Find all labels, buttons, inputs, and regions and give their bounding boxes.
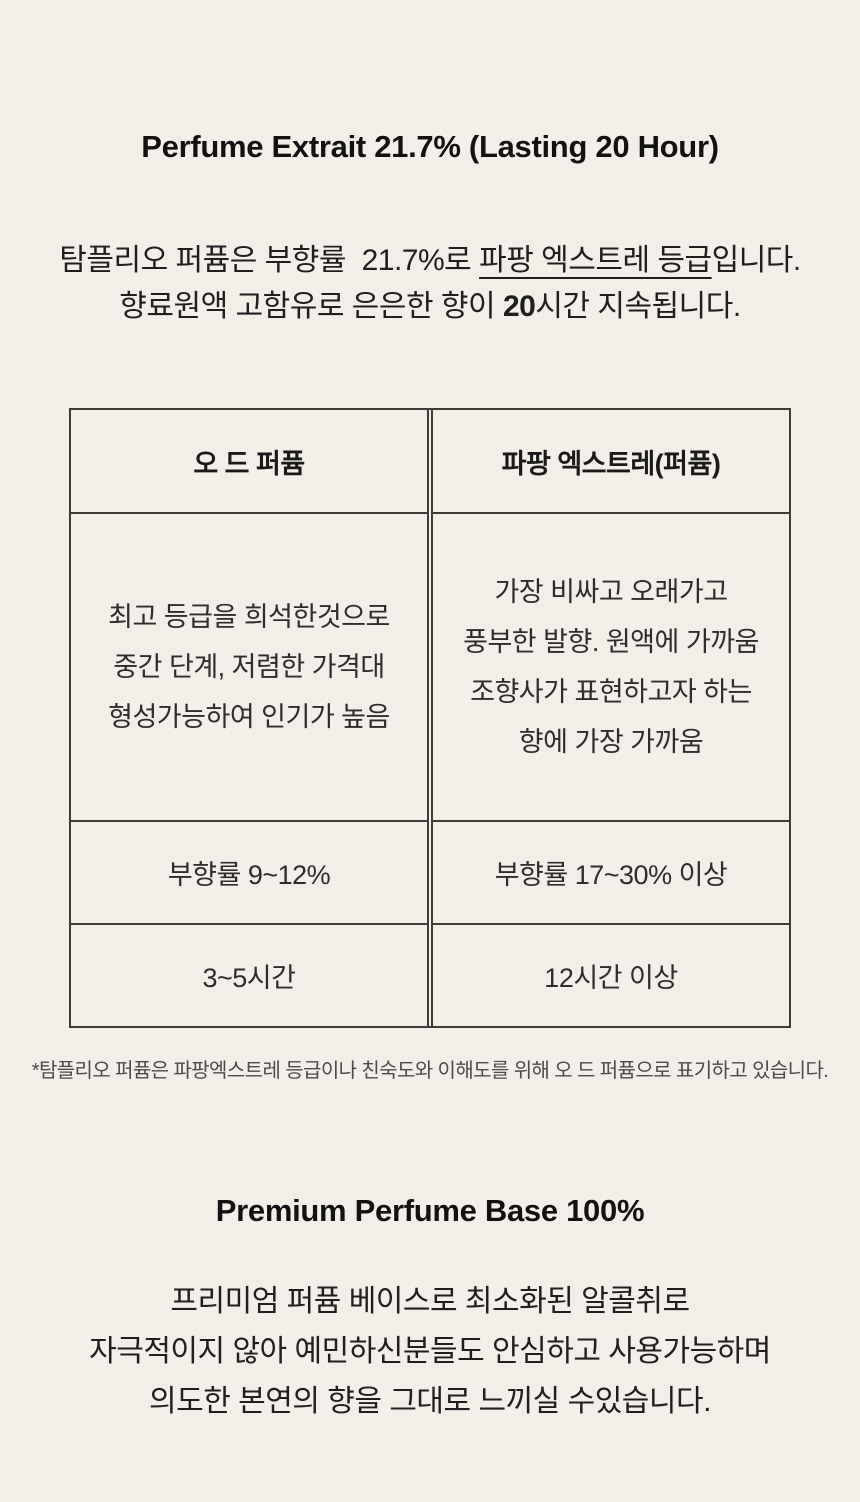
intro-line2-post: 시간 지속됩니다.	[535, 290, 741, 323]
description-line: 최고 등급을 희석한것으로	[108, 602, 390, 632]
perfume-grade-comparison-table: 오 드 퍼퓸 최고 등급을 희석한것으로 중간 단계, 저렴한 가격대 형성가능…	[69, 408, 791, 1028]
parfum-extrait-concentration: 부향률 17~30% 이상	[433, 820, 789, 923]
description-line: 향에 가장 가까움	[518, 727, 704, 757]
base-body-line: 프리미엄 퍼퓸 베이스로 최소화된 알콜취로	[170, 1285, 690, 1318]
eau-de-parfum-duration: 3~5시간	[71, 923, 427, 1026]
intro-line1-underlined: 파팡 엑스트레 등급	[479, 244, 712, 277]
table-column-parfum-extrait: 파팡 엑스트레(퍼퓸) 가장 비싸고 오래가고 풍부한 발향. 원액에 가까움 …	[431, 410, 789, 1026]
parfum-extrait-description: 가장 비싸고 오래가고 풍부한 발향. 원액에 가까움 조향사가 표현하고자 하…	[433, 512, 789, 820]
description-line: 가장 비싸고 오래가고	[494, 577, 728, 607]
intro-line2-pre: 향료원액 고함유로 은은한 향이	[119, 290, 503, 323]
base-body-line: 의도한 본연의 향을 그대로 느끼실 수있습니다.	[149, 1385, 711, 1418]
extrait-intro-paragraph: 탐플리오 퍼퓸은 부향률 21.7%로 파팡 엑스트레 등급입니다. 향료원액 고…	[0, 238, 860, 330]
eau-de-parfum-header: 오 드 퍼퓸	[193, 448, 305, 479]
base-section-title: Premium Perfume Base 100%	[215, 1193, 645, 1228]
eau-de-parfum-description: 최고 등급을 희석한것으로 중간 단계, 저렴한 가격대 형성가능하여 인기가 …	[71, 512, 427, 820]
description-line: 형성가능하여 인기가 높음	[108, 702, 390, 732]
parfum-extrait-header: 파팡 엑스트레(퍼퓸)	[501, 448, 721, 479]
intro-line1-pre: 탐플리오 퍼퓸은 부향률 21.7%로	[59, 244, 480, 277]
table-footnote: *탐플리오 퍼퓸은 파팡엑스트레 등급이나 친숙도와 이해도를 위해 오 드 퍼…	[31, 1060, 829, 1082]
eau-de-parfum-concentration: 부향률 9~12%	[71, 820, 427, 923]
description-line: 중간 단계, 저렴한 가격대	[113, 652, 385, 682]
description-line: 조향사가 표현하고자 하는	[470, 677, 752, 707]
base-body-line: 자극적이지 않아 예민하신분들도 안심하고 사용가능하며	[89, 1335, 771, 1368]
description-line: 풍부한 발향. 원액에 가까움	[463, 627, 759, 657]
intro-line2-bold-hours: 20	[502, 290, 536, 323]
table-column-eau-de-parfum: 오 드 퍼퓸 최고 등급을 희석한것으로 중간 단계, 저렴한 가격대 형성가능…	[71, 410, 429, 1026]
parfum-extrait-duration: 12시간 이상	[433, 923, 789, 1026]
extrait-section-title: Perfume Extrait 21.7% (Lasting 20 Hour)	[141, 129, 719, 164]
intro-line1-post: 입니다.	[711, 244, 802, 277]
